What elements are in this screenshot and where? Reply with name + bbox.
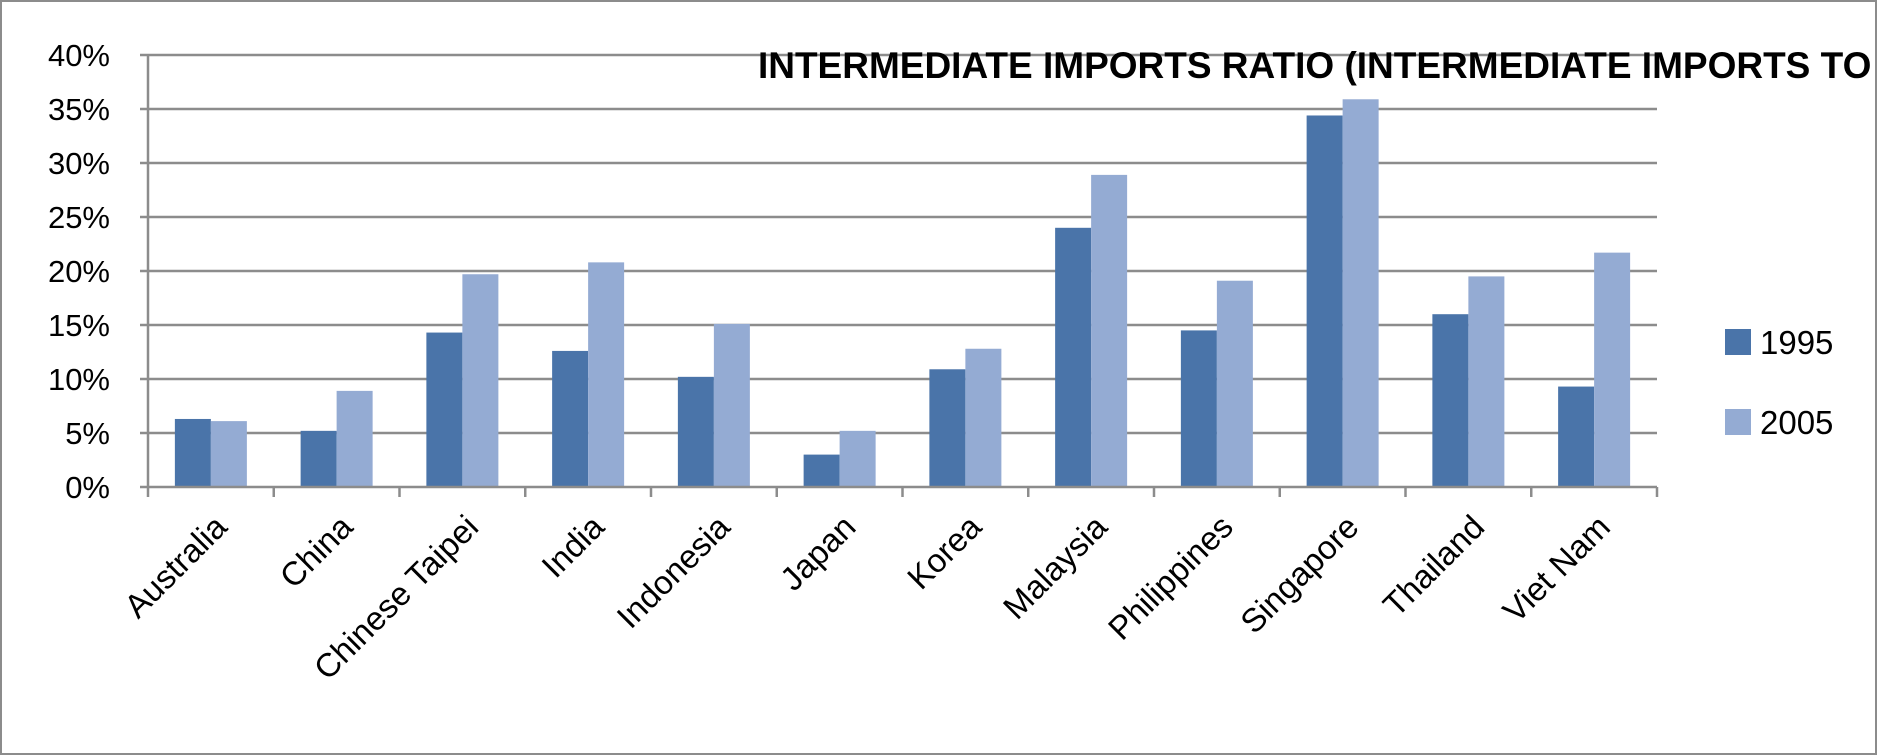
y-tick-label: 10% [48, 362, 110, 397]
y-tick-label: 35% [48, 92, 110, 127]
legend: 1995 2005 [1725, 324, 1833, 441]
bar-2005-china [336, 390, 373, 487]
y-tick-label: 0% [65, 470, 110, 505]
x-tick-label: Viet Nam [1495, 508, 1617, 630]
bar-2005-indonesia [713, 323, 750, 487]
x-tick-label: China [272, 507, 360, 595]
bar-2005-chinese-taipei [462, 274, 499, 487]
x-tick-label: India [534, 507, 611, 584]
y-tick-label: 20% [48, 254, 110, 289]
x-tick-label: Singapore [1233, 508, 1366, 641]
bar-1995-philippines [1180, 330, 1217, 487]
bar-2005-viet-nam [1594, 252, 1631, 487]
bar-2005-japan [839, 430, 876, 487]
chart-title: INTERMEDIATE IMPORTS RATIO (INTERMEDIATE… [758, 45, 1875, 86]
x-tick-label: Indonesia [609, 507, 737, 635]
bar-2005-australia [210, 421, 247, 487]
legend-label-2005: 2005 [1760, 404, 1833, 441]
legend-swatch-1995 [1725, 329, 1751, 355]
y-tick-label: 15% [48, 308, 110, 343]
x-tick-label: Korea [900, 507, 989, 596]
bar-2005-philippines [1216, 280, 1253, 487]
y-tick-label: 25% [48, 200, 110, 235]
x-tick-label: Philippines [1101, 508, 1240, 647]
x-tick-label: Thailand [1376, 508, 1492, 624]
bar-1995-indonesia [677, 376, 714, 487]
bar-1995-chinese-taipei [426, 332, 463, 487]
y-tick-label: 30% [48, 146, 110, 181]
gridlines [148, 53, 1657, 435]
bar-2005-india [588, 262, 625, 487]
legend-label-1995: 1995 [1760, 324, 1833, 361]
bar-1995-viet-nam [1558, 386, 1595, 487]
x-tick-label: Japan [773, 508, 863, 598]
bar-2005-korea [965, 348, 1002, 487]
y-axis: 0% 5% 10% 15% 20% 25% 30% 35% 40% [48, 38, 150, 505]
bar-1995-thailand [1432, 314, 1469, 487]
bar-2005-singapore [1342, 99, 1379, 487]
bar-1995-singapore [1306, 115, 1343, 487]
bar-1995-korea [929, 369, 966, 487]
x-tick-label: Australia [117, 507, 234, 624]
bar-1995-malaysia [1055, 227, 1092, 488]
bars [174, 99, 1631, 488]
legend-swatch-2005 [1725, 409, 1751, 435]
y-tick-label: 5% [65, 416, 110, 451]
bar-2005-malaysia [1091, 174, 1128, 487]
bar-1995-china [300, 430, 337, 487]
bar-1995-india [552, 350, 589, 487]
bar-1995-australia [174, 418, 211, 487]
bar-1995-japan [803, 454, 840, 487]
x-tick-label: Malaysia [996, 507, 1115, 626]
y-tick-label: 40% [48, 38, 110, 73]
bar-2005-thailand [1468, 276, 1505, 487]
